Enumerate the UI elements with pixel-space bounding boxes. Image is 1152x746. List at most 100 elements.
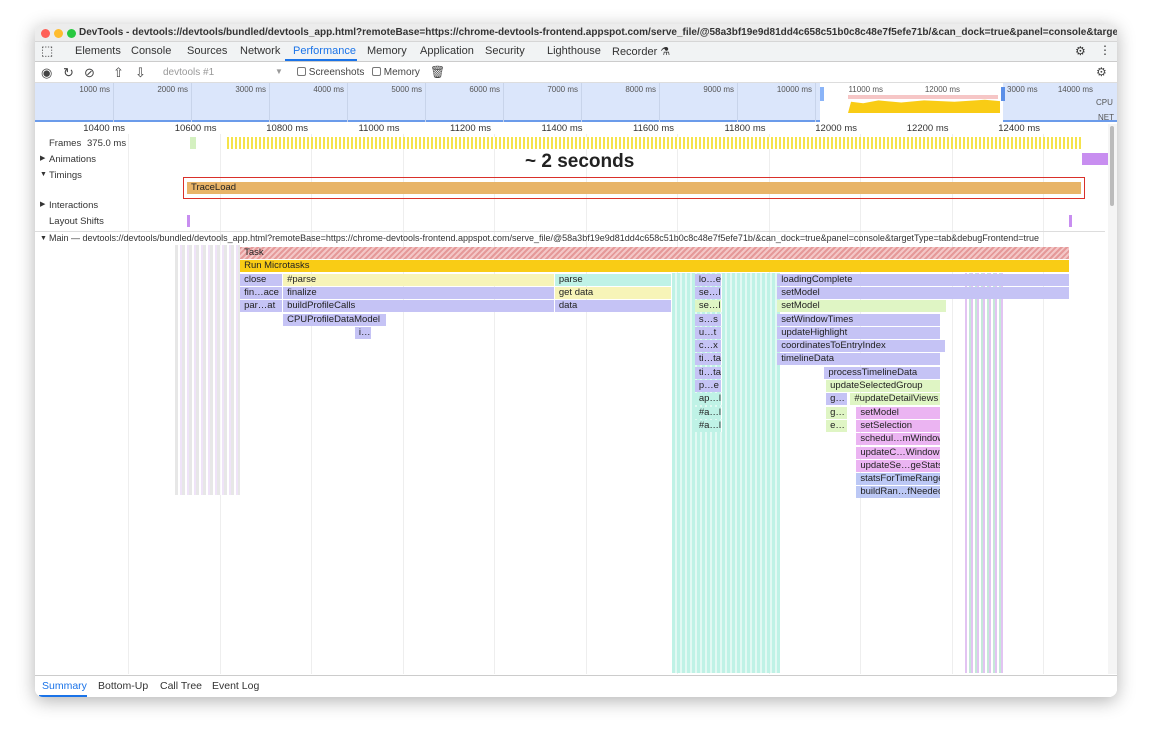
main-flame-chart[interactable]: Task Run Microtasks close #parse parse lo…e lo… xyxy=(35,245,1107,673)
flame-entry-close[interactable]: close xyxy=(240,273,284,286)
flame-entry-task[interactable]: Task xyxy=(240,247,1070,259)
flame-entry-get-data[interactable]: get data xyxy=(554,286,672,299)
clear-icon[interactable]: ⊘ xyxy=(84,65,95,80)
flame-entry-updateselectedgroup[interactable]: updateSelectedGroup xyxy=(826,380,941,392)
flame-entry-p-e[interactable]: p…e xyxy=(694,380,722,392)
tab-recorder[interactable]: Recorder ⚗ xyxy=(612,46,671,58)
profile-select[interactable]: devtools #1 ▼ xyxy=(163,67,283,78)
flame-entry-se-l[interactable]: se…l xyxy=(694,286,722,299)
more-options-icon[interactable]: ⋮ xyxy=(1099,43,1111,57)
main-track-header[interactable]: ▼ Main — devtools://devtools/bundled/dev… xyxy=(35,231,1105,244)
overview-tick-label: 9000 ms xyxy=(703,85,734,94)
tab-console[interactable]: Console xyxy=(131,45,172,57)
close-window-button[interactable] xyxy=(41,29,50,38)
inspect-element-icon[interactable]: ⬚ xyxy=(41,43,54,58)
capture-settings-gear-icon[interactable]: ⚙ xyxy=(1096,65,1107,79)
tab-bottom-up[interactable]: Bottom-Up xyxy=(98,680,149,692)
overview-gridline xyxy=(737,83,738,122)
frames-track[interactable]: Frames 375.0 ms xyxy=(35,136,1117,150)
flame-entry-coordinatestoentryindex[interactable]: coordinatesToEntryIndex xyxy=(777,340,946,353)
flame-entry-parse[interactable]: #parse xyxy=(283,273,555,286)
tab-performance[interactable]: Performance xyxy=(293,45,356,57)
flame-entry-updatec-window[interactable]: updateC…Window xyxy=(856,446,941,459)
interactions-track[interactable]: ▶ Interactions xyxy=(35,198,1117,212)
flame-entry-timelinedata[interactable]: timelineData xyxy=(777,353,941,366)
checkbox-box[interactable] xyxy=(372,67,381,76)
collapse-arrow-icon[interactable]: ▼ xyxy=(40,235,47,242)
scrollbar-thumb[interactable] xyxy=(1110,126,1114,206)
overview-tick-label: 4000 ms xyxy=(313,85,344,94)
memory-checkbox[interactable]: Memory xyxy=(372,67,420,78)
ruler-tick-label: 11000 ms xyxy=(358,123,400,134)
tab-lighthouse[interactable]: Lighthouse xyxy=(547,45,601,57)
flame-entry-setmodel[interactable]: setModel xyxy=(777,300,948,313)
flame-entry-fin-ace[interactable]: fin…ace xyxy=(240,286,284,299)
maximize-window-button[interactable] xyxy=(67,29,76,38)
layout-shifts-track[interactable]: Layout Shifts xyxy=(35,214,1117,228)
ruler-tick-label: 10400 ms xyxy=(83,123,125,134)
flame-entry-statsfortimerange[interactable]: statsForTimeRange xyxy=(856,473,941,486)
tab-elements[interactable]: Elements xyxy=(75,45,121,57)
tab-security[interactable]: Security xyxy=(485,45,525,57)
flame-entry-parse[interactable]: parse xyxy=(554,273,672,286)
flame-entry-g[interactable]: g… xyxy=(826,393,849,406)
tab-sources[interactable]: Sources xyxy=(187,45,228,57)
settings-gear-icon[interactable]: ⚙ xyxy=(1075,44,1086,58)
flame-entry-buildran-fneeded[interactable]: buildRan…fNeeded xyxy=(856,486,941,499)
flame-entry-u-t[interactable]: u…t xyxy=(694,326,722,339)
flame-entry-lo-e[interactable]: lo…e xyxy=(694,273,722,286)
flame-entry-se-l[interactable]: se…l xyxy=(694,300,722,313)
screenshots-checkbox[interactable]: Screenshots xyxy=(297,67,364,78)
flame-entry-setselection[interactable]: setSelection xyxy=(856,419,941,432)
tab-summary[interactable]: Summary xyxy=(42,680,87,692)
reload-record-icon[interactable]: ↻ xyxy=(63,65,74,80)
flame-entry-processtimelinedata[interactable]: processTimelineData xyxy=(824,366,941,379)
upload-icon[interactable]: ⇧ xyxy=(113,65,124,80)
flame-entry-e[interactable]: e… xyxy=(826,419,849,432)
flame-entry-updatese-gestats[interactable]: updateSe…geStats xyxy=(856,459,941,472)
timeline-overview[interactable]: CPU NET 1000 ms 2000 ms 3000 ms 4000 ms 5000… xyxy=(35,83,1117,122)
tab-network[interactable]: Network xyxy=(240,45,281,57)
selection-handle-left[interactable] xyxy=(820,87,824,101)
flame-entry-s-s[interactable]: s…s xyxy=(694,313,722,326)
expand-arrow-icon[interactable]: ▶ xyxy=(40,155,46,162)
trash-icon[interactable]: 🗑 xyxy=(430,65,446,79)
flame-entry-i[interactable]: i… xyxy=(354,326,372,339)
flame-entry-g[interactable]: g… xyxy=(826,406,849,419)
timings-track[interactable]: ▼ Timings TraceLoad xyxy=(35,169,1117,201)
flame-entry-par-at[interactable]: par…at xyxy=(240,300,284,313)
flame-entry-ti-ta[interactable]: ti…ta xyxy=(694,366,722,379)
flame-entry-data[interactable]: data xyxy=(554,300,672,313)
flame-entry-ti-ta[interactable]: ti…ta xyxy=(694,353,722,366)
collapse-arrow-icon[interactable]: ▼ xyxy=(40,171,47,178)
flame-entry-setwindowtimes[interactable]: setWindowTimes xyxy=(777,313,941,326)
flame-entry-finalize[interactable]: finalize xyxy=(283,286,555,299)
selection-handle-right[interactable] xyxy=(1001,87,1005,101)
cpu-activity-chart xyxy=(848,99,1000,113)
flame-entry-updatehighlight[interactable]: updateHighlight xyxy=(777,326,941,339)
flame-entry-schedul-mwindow[interactable]: schedul…mWindow xyxy=(856,433,941,446)
flame-entry-a-l[interactable]: #a…l xyxy=(694,419,722,432)
flame-entry-setmodel[interactable]: setModel xyxy=(777,286,1070,299)
record-icon[interactable]: ◉ xyxy=(41,65,53,80)
download-icon[interactable]: ⇩ xyxy=(135,65,146,80)
expand-arrow-icon[interactable]: ▶ xyxy=(40,201,46,208)
flame-entry-buildprofilecalls[interactable]: buildProfileCalls xyxy=(283,300,555,313)
tab-event-log[interactable]: Event Log xyxy=(212,680,260,692)
flame-entry-ap-l[interactable]: ap…l xyxy=(694,393,722,406)
traceload-timing[interactable]: TraceLoad xyxy=(187,182,1082,194)
flame-entry-c-x[interactable]: c…x xyxy=(694,340,722,353)
tab-call-tree[interactable]: Call Tree xyxy=(160,680,203,692)
vertical-scrollbar[interactable] xyxy=(1108,124,1117,674)
checkbox-box[interactable] xyxy=(297,67,306,76)
flame-entry-a-l[interactable]: #a…l xyxy=(694,406,722,419)
tab-memory[interactable]: Memory xyxy=(367,45,407,57)
tab-application[interactable]: Application xyxy=(420,45,474,57)
flame-entry-updatedetailviews[interactable]: #updateDetailViews xyxy=(850,393,941,406)
flame-entry-setmodel[interactable]: setModel xyxy=(856,406,941,419)
minimize-window-button[interactable] xyxy=(54,29,63,38)
flame-entry-run-microtasks[interactable]: Run Microtasks xyxy=(240,260,1070,273)
animations-track[interactable]: ▶ Animations xyxy=(35,152,1117,166)
flame-entry-cpuprofiledatamodel[interactable]: CPUProfileDataModel xyxy=(283,313,387,326)
flame-entry-loadingcomplete[interactable]: loadingComplete xyxy=(777,273,1070,286)
